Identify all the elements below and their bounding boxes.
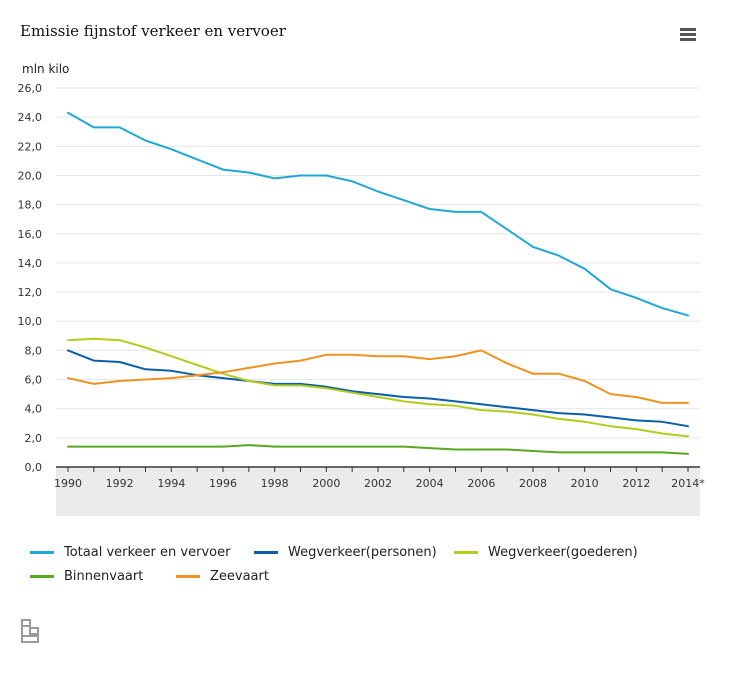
series-line-0[interactable] bbox=[67, 111, 689, 317]
x-tick-label: 2012 bbox=[622, 477, 650, 490]
y-tick-label: 22,0 bbox=[18, 140, 43, 153]
legend-row: Totaal verkeer en vervoer Wegverkeer(pers… bbox=[30, 545, 710, 569]
legend-swatch bbox=[30, 575, 54, 578]
hamburger-menu-icon[interactable] bbox=[680, 28, 696, 44]
series-line-1[interactable] bbox=[67, 349, 689, 428]
x-tick-label: 2000 bbox=[312, 477, 340, 490]
x-tick-label: 2010 bbox=[571, 477, 599, 490]
x-tick-label: 2002 bbox=[364, 477, 392, 490]
x-tick-label: 2014* bbox=[671, 477, 705, 490]
legend-item[interactable]: Totaal verkeer en vervoer bbox=[30, 545, 230, 560]
y-tick-label: 24,0 bbox=[18, 111, 43, 124]
y-tick-label: 26,0 bbox=[18, 82, 43, 95]
x-axis-band bbox=[56, 468, 700, 516]
grid-lines bbox=[56, 87, 700, 468]
series-line-2[interactable] bbox=[67, 337, 689, 438]
legend-label: Totaal verkeer en vervoer bbox=[64, 545, 231, 560]
x-tick-label: 1992 bbox=[106, 477, 134, 490]
legend-label: Wegverkeer(personen) bbox=[288, 545, 437, 560]
legend-label: Wegverkeer(goederen) bbox=[488, 545, 638, 560]
cbs-logo-icon bbox=[21, 619, 39, 643]
x-tick-label: 1990 bbox=[54, 477, 82, 490]
series-line-4[interactable] bbox=[67, 349, 689, 404]
y-axis-label: mln kilo bbox=[22, 62, 69, 76]
chart-title: Emissie fijnstof verkeer en vervoer bbox=[20, 22, 286, 40]
y-tick-label: 0,0 bbox=[25, 461, 43, 474]
legend-row: Binnenvaart Zeevaart bbox=[30, 569, 710, 593]
y-tick-label: 20,0 bbox=[18, 169, 43, 182]
legend-swatch bbox=[30, 551, 54, 554]
y-tick-label: 14,0 bbox=[18, 257, 43, 270]
legend-swatch bbox=[254, 551, 278, 554]
x-tick-label: 1998 bbox=[261, 477, 289, 490]
y-tick-label: 12,0 bbox=[18, 286, 43, 299]
legend: Totaal verkeer en vervoer Wegverkeer(pers… bbox=[30, 545, 710, 593]
series-lines bbox=[67, 111, 689, 455]
x-tick-label: 1996 bbox=[209, 477, 237, 490]
y-tick-label: 18,0 bbox=[18, 199, 43, 212]
legend-label: Zeevaart bbox=[210, 569, 269, 584]
line-chart: mln kilo 0,0 2,0 4,0 6,0 8,0 10,0 12,0 14,0 16,0 1… bbox=[18, 62, 705, 516]
y-tick-label: 10,0 bbox=[18, 315, 43, 328]
x-tick-label: 2008 bbox=[519, 477, 547, 490]
y-tick-label: 8,0 bbox=[25, 344, 43, 357]
y-tick-label: 4,0 bbox=[25, 403, 43, 416]
y-tick-label: 16,0 bbox=[18, 228, 43, 241]
x-tick-label: 2006 bbox=[467, 477, 495, 490]
y-tick-label: 2,0 bbox=[25, 432, 43, 445]
x-tick-label: 2004 bbox=[416, 477, 444, 490]
legend-item[interactable]: Wegverkeer(goederen) bbox=[454, 545, 638, 560]
legend-item[interactable]: Binnenvaart bbox=[30, 569, 143, 584]
y-tick-label: 6,0 bbox=[25, 374, 43, 387]
x-tick-label: 1994 bbox=[157, 477, 185, 490]
series-line-3[interactable] bbox=[67, 444, 689, 455]
y-axis: mln kilo 0,0 2,0 4,0 6,0 8,0 10,0 12,0 14,0 16,0 1… bbox=[18, 62, 70, 474]
legend-label: Binnenvaart bbox=[64, 569, 144, 584]
legend-item[interactable]: Wegverkeer(personen) bbox=[254, 545, 437, 560]
legend-item[interactable]: Zeevaart bbox=[176, 569, 269, 584]
legend-swatch bbox=[454, 551, 478, 554]
legend-swatch bbox=[176, 575, 200, 578]
x-axis: 1990 1992 1994 1996 1998 2000 2002 2004 2006 2008… bbox=[54, 466, 705, 516]
